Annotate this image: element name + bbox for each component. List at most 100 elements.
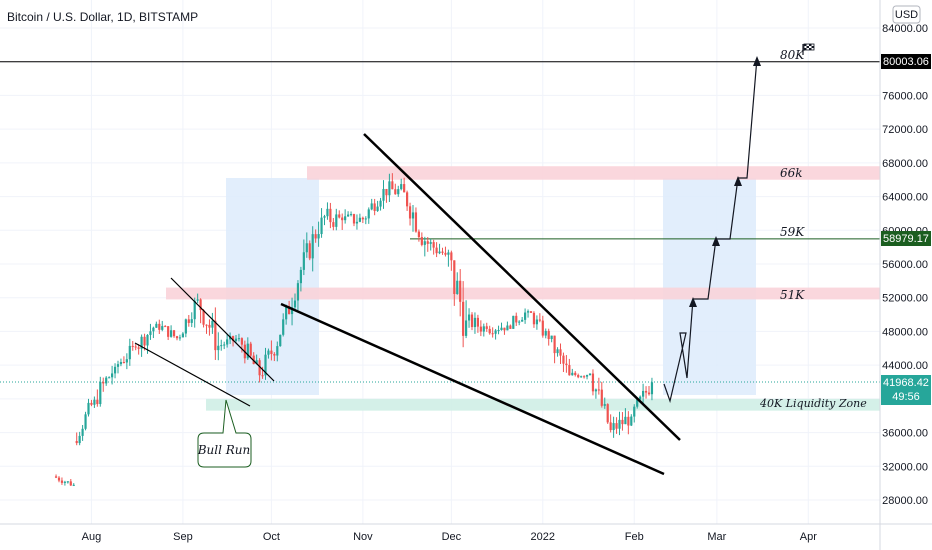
zone-band	[206, 398, 880, 411]
candle-body	[78, 435, 81, 444]
candle-body	[400, 184, 403, 190]
projection-path[interactable]	[663, 57, 758, 404]
trendline-flag-lower[interactable]	[134, 342, 251, 407]
candle-body	[231, 336, 235, 341]
price-tick-label: 32000.00	[882, 461, 928, 473]
candle-body	[341, 217, 344, 221]
price-tick-label: 76000.00	[882, 90, 928, 102]
candle-body	[370, 203, 373, 210]
candle-body	[113, 366, 117, 374]
candle-body	[140, 336, 143, 349]
candle-body	[467, 314, 471, 321]
candle-body	[290, 307, 294, 315]
candle-body	[633, 406, 636, 417]
candle-body	[541, 320, 544, 336]
candle-body	[609, 422, 612, 431]
candle-body	[515, 315, 518, 323]
candle-body	[161, 326, 164, 330]
candle-body	[335, 214, 338, 227]
candle-body	[167, 326, 170, 337]
candle-body	[152, 327, 155, 332]
candle-body	[624, 416, 627, 425]
candle-body	[597, 389, 600, 391]
candle-body	[456, 280, 459, 295]
candle-body	[621, 419, 624, 425]
price-axis[interactable]: 84000.0080000.0076000.0072000.0068000.00…	[879, 0, 932, 550]
bar-countdown: 49:56	[892, 391, 920, 403]
price-tick-label: 64000.00	[882, 192, 928, 204]
candle-body	[264, 354, 267, 376]
candle-body	[518, 321, 521, 323]
candle-body	[175, 336, 179, 339]
candle-body	[299, 269, 302, 284]
trendline-upper-wedge[interactable]	[363, 133, 681, 441]
candle-body	[497, 330, 500, 332]
candle-body	[526, 311, 530, 313]
candle-body	[308, 243, 311, 259]
candle-body	[397, 189, 400, 195]
candle-body	[379, 200, 382, 207]
bull-run-callout[interactable]: Bull Run	[197, 399, 252, 468]
candle-body	[479, 326, 482, 332]
candle-body	[553, 335, 556, 354]
candle-body	[603, 404, 606, 406]
candle-body	[234, 338, 238, 341]
price-tag-last: 41968.42 49:56	[881, 375, 931, 405]
candle-body	[237, 338, 241, 340]
candle-body	[647, 392, 651, 395]
svg-text:58979.17: 58979.17	[883, 233, 929, 245]
candle-body	[293, 300, 297, 308]
candle-body	[288, 305, 291, 315]
candle-body	[411, 212, 415, 219]
time-axis-ticks: Aug Sep Oct Nov Dec 2022 Feb Mar Apr	[82, 531, 818, 543]
candle-body	[482, 326, 485, 332]
candle-body	[202, 310, 205, 325]
label-80k: 80K	[780, 48, 805, 62]
candle-body	[562, 355, 565, 364]
candle-body	[190, 319, 193, 323]
candle-body	[137, 347, 140, 349]
candle-body	[199, 299, 202, 311]
candle-body	[81, 428, 84, 436]
candle-body	[642, 390, 645, 397]
time-axis[interactable]: Aug Sep Oct Nov Dec 2022 Feb Mar Apr	[0, 523, 932, 543]
price-axis-ticks: 84000.0080000.0076000.0072000.0068000.00…	[882, 23, 928, 507]
candle-body	[60, 480, 64, 483]
candle-body	[240, 338, 243, 345]
candle-body	[317, 234, 320, 239]
candle-body	[588, 373, 592, 376]
price-tick-label: 72000.00	[882, 124, 928, 136]
trendline-lower-wedge[interactable]	[280, 302, 665, 476]
candle-body	[352, 214, 356, 224]
candle-body	[612, 423, 615, 431]
candle-body	[391, 181, 394, 190]
candle-body	[246, 343, 249, 359]
candles	[54, 173, 654, 487]
price-tick-label: 36000.00	[882, 428, 928, 440]
candle-body	[193, 300, 196, 320]
candle-body	[470, 314, 474, 328]
last-price: 41968.42	[883, 377, 929, 389]
time-tick-label: Oct	[263, 531, 280, 543]
candle-body	[75, 441, 78, 444]
candle-body	[367, 209, 370, 219]
projection-arrows	[689, 56, 761, 307]
candle-body	[450, 252, 453, 261]
time-tick-label: Mar	[707, 531, 726, 543]
candle-body	[568, 365, 571, 376]
candle-body	[311, 234, 314, 259]
currency-button[interactable]: USD	[892, 5, 921, 24]
candle-body	[143, 336, 146, 346]
candle-body	[72, 484, 75, 486]
candle-body	[273, 353, 276, 356]
svg-text:80003.06: 80003.06	[883, 56, 929, 68]
trendline-flag-upper[interactable]	[170, 277, 275, 382]
candle-body	[591, 373, 595, 392]
candle-body	[494, 330, 497, 334]
price-tick-label: 48000.00	[882, 326, 928, 338]
candle-body	[636, 399, 639, 407]
candle-body	[509, 325, 512, 329]
candle-body	[385, 188, 388, 196]
candle-body	[252, 355, 255, 365]
